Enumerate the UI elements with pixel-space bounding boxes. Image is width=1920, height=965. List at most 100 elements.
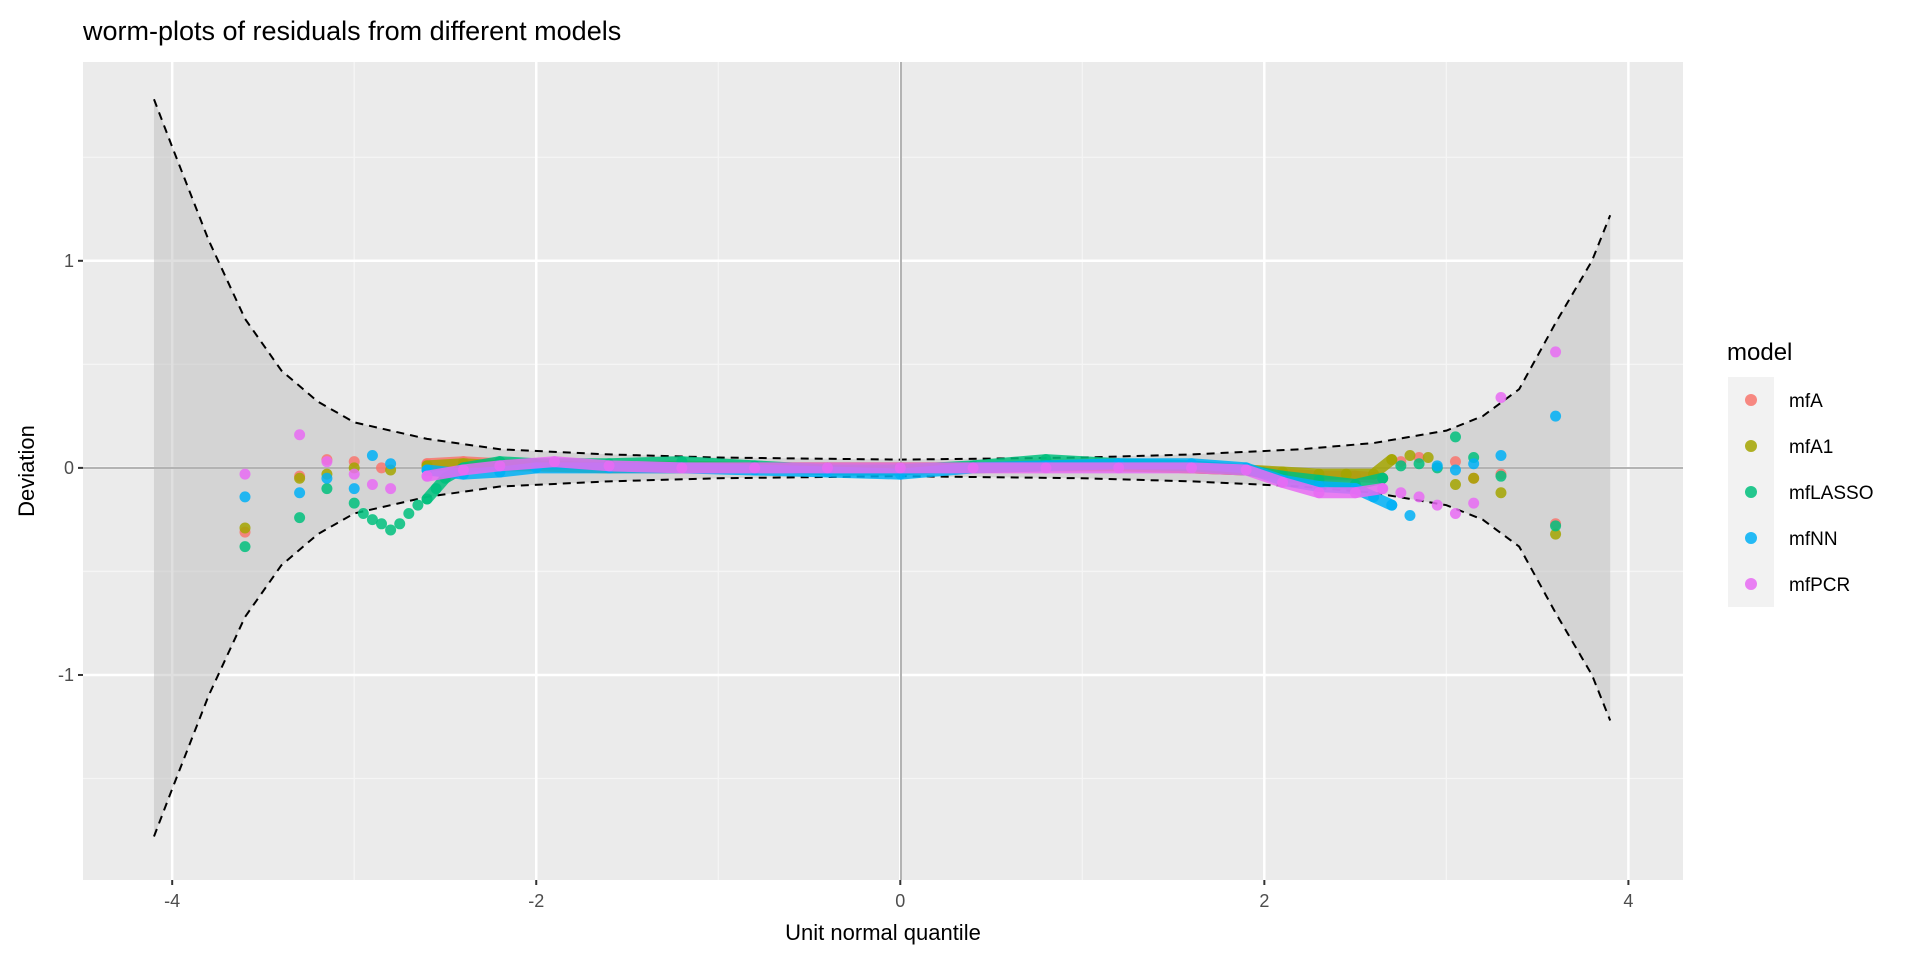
point-mfA1 [294, 472, 306, 484]
legend-label: mfLASSO [1789, 483, 1873, 504]
point-mfNN [321, 472, 333, 484]
band-lower-line [153, 475, 1612, 837]
point-mfNN [1431, 460, 1443, 472]
point-mfLASSO [294, 512, 306, 524]
point-mfA1 [1495, 487, 1507, 499]
point-mfPCR [1377, 483, 1389, 495]
point-mfLASSO [421, 493, 433, 505]
legend-item-mfLASSO: mfLASSO [1745, 483, 1873, 504]
point-mfPCR [548, 456, 560, 468]
point-mfPCR [348, 468, 360, 480]
point-mfA1 [239, 522, 251, 534]
point-mfPCR [385, 483, 397, 495]
legend-item-mfPCR: mfPCR [1745, 575, 1850, 596]
point-mfPCR [1186, 462, 1198, 474]
point-mfA1 [1340, 468, 1352, 480]
point-mfNN [385, 458, 397, 470]
point-mfNN [366, 449, 378, 461]
point-mfLASSO [1449, 431, 1461, 443]
point-mfLASSO [385, 524, 397, 536]
point-mfPCR [1413, 491, 1425, 503]
y-tick-label: 0 [64, 458, 74, 478]
legend-item-mfA: mfA [1745, 391, 1823, 412]
y-axis-label: Deviation [14, 425, 39, 517]
legend-item-mfNN: mfNN [1745, 529, 1838, 550]
legend-label: mfA [1789, 391, 1823, 412]
worm-mfPCR [421, 456, 1389, 499]
point-mfA1 [1404, 449, 1416, 461]
point-mfNN [1449, 464, 1461, 476]
point-mfPCR [494, 460, 506, 472]
point-mfPCR [1313, 487, 1325, 499]
point-mfPCR [1277, 476, 1289, 488]
point-mfNN [1495, 449, 1507, 461]
point-mfA1 [1550, 528, 1562, 540]
y-tick-label: -1 [58, 665, 74, 685]
point-mfPCR [603, 460, 615, 472]
point-mfA [1449, 456, 1461, 468]
point-mfNN [1468, 458, 1480, 470]
point-mfA1 [1386, 454, 1398, 466]
point-mfNN [294, 487, 306, 499]
point-mfPCR [1431, 499, 1443, 511]
band-upper-line [153, 98, 1612, 461]
point-mfNN [348, 483, 360, 495]
legend-key-mfNN [1745, 532, 1757, 544]
point-mfPCR [1495, 391, 1507, 403]
point-mfPCR [749, 462, 761, 474]
x-axis-ticks: -4 -2 0 2 4 [164, 880, 1633, 911]
legend-label: mfA1 [1789, 437, 1833, 458]
point-mfPCR [676, 462, 688, 474]
point-mfNN [1550, 410, 1562, 422]
point-mfPCR [321, 456, 333, 468]
point-mfPCR [1395, 487, 1407, 499]
point-mfLASSO [394, 518, 406, 530]
point-mfLASSO [357, 507, 369, 519]
y-axis-ticks: -1 0 1 [58, 251, 83, 685]
x-tick-label: 4 [1623, 891, 1633, 911]
point-mfPCR [421, 470, 433, 482]
point-mfLASSO [1413, 458, 1425, 470]
point-mfLASSO [321, 483, 333, 495]
point-mfPCR [1113, 462, 1125, 474]
legend-title: model [1727, 339, 1792, 366]
point-mfLASSO [1395, 460, 1407, 472]
legend-label: mfPCR [1789, 575, 1850, 596]
point-mfA1 [1449, 478, 1461, 490]
x-tick-label: 2 [1259, 891, 1269, 911]
point-mfPCR [457, 464, 469, 476]
point-mfLASSO [430, 483, 442, 495]
point-mfA [376, 462, 388, 474]
point-mfPCR [821, 462, 833, 474]
point-mfA1 [1422, 452, 1434, 464]
chart-title: worm-plots of residuals from different m… [82, 16, 621, 46]
point-mfPCR [1468, 497, 1480, 509]
point-mfNN [1404, 510, 1416, 522]
point-mfPCR [894, 462, 906, 474]
point-mfPCR [967, 462, 979, 474]
point-mfNN [239, 491, 251, 503]
point-mfPCR [1449, 507, 1461, 519]
legend-item-mfA1: mfA1 [1745, 437, 1833, 458]
point-mfPCR [294, 429, 306, 441]
point-mfNN [1386, 499, 1398, 511]
data-points [239, 346, 1562, 553]
x-axis-label: Unit normal quantile [785, 920, 981, 945]
legend: model mfA mfA1 mfLASSO mfNN mfPCR [1727, 339, 1873, 607]
point-mfPCR [1040, 462, 1052, 474]
x-tick-label: -2 [528, 891, 544, 911]
point-mfPCR [1349, 487, 1361, 499]
point-mfLASSO [403, 507, 415, 519]
legend-key-mfA [1745, 394, 1757, 406]
point-mfLASSO [376, 518, 388, 530]
point-mfLASSO [1550, 520, 1562, 532]
x-tick-label: -4 [164, 891, 180, 911]
x-tick-label: 0 [895, 891, 905, 911]
point-mfPCR [1240, 464, 1252, 476]
point-mfPCR [239, 468, 251, 480]
point-mfLASSO [412, 499, 424, 511]
point-mfPCR [366, 478, 378, 490]
legend-label: mfNN [1789, 529, 1838, 550]
point-mfLASSO [366, 514, 378, 526]
